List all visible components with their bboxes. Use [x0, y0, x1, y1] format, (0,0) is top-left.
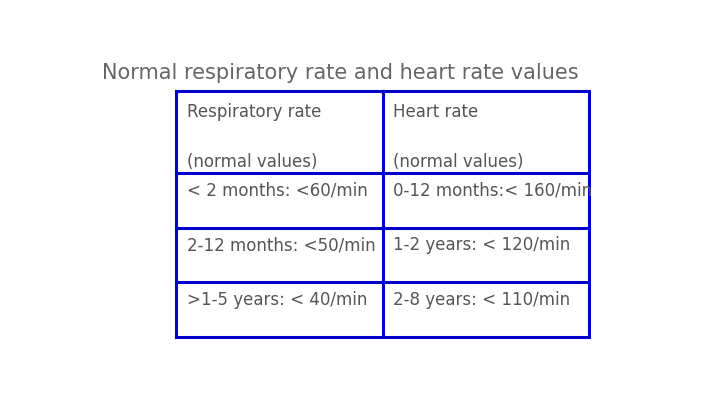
Text: Heart rate

(normal values): Heart rate (normal values)	[393, 103, 523, 171]
Text: Respiratory rate

(normal values): Respiratory rate (normal values)	[186, 103, 321, 171]
Text: Normal respiratory rate and heart rate values: Normal respiratory rate and heart rate v…	[102, 63, 579, 83]
Text: 1-2 years: < 120/min: 1-2 years: < 120/min	[393, 236, 570, 254]
Bar	[176, 91, 590, 337]
Text: 2-8 years: < 110/min: 2-8 years: < 110/min	[393, 291, 570, 309]
Text: 0-12 months:< 160/min: 0-12 months:< 160/min	[393, 181, 592, 200]
Text: 2-12 months: <50/min: 2-12 months: <50/min	[186, 236, 375, 254]
Text: >1-5 years: < 40/min: >1-5 years: < 40/min	[186, 291, 367, 309]
Text: < 2 months: <60/min: < 2 months: <60/min	[186, 181, 367, 200]
